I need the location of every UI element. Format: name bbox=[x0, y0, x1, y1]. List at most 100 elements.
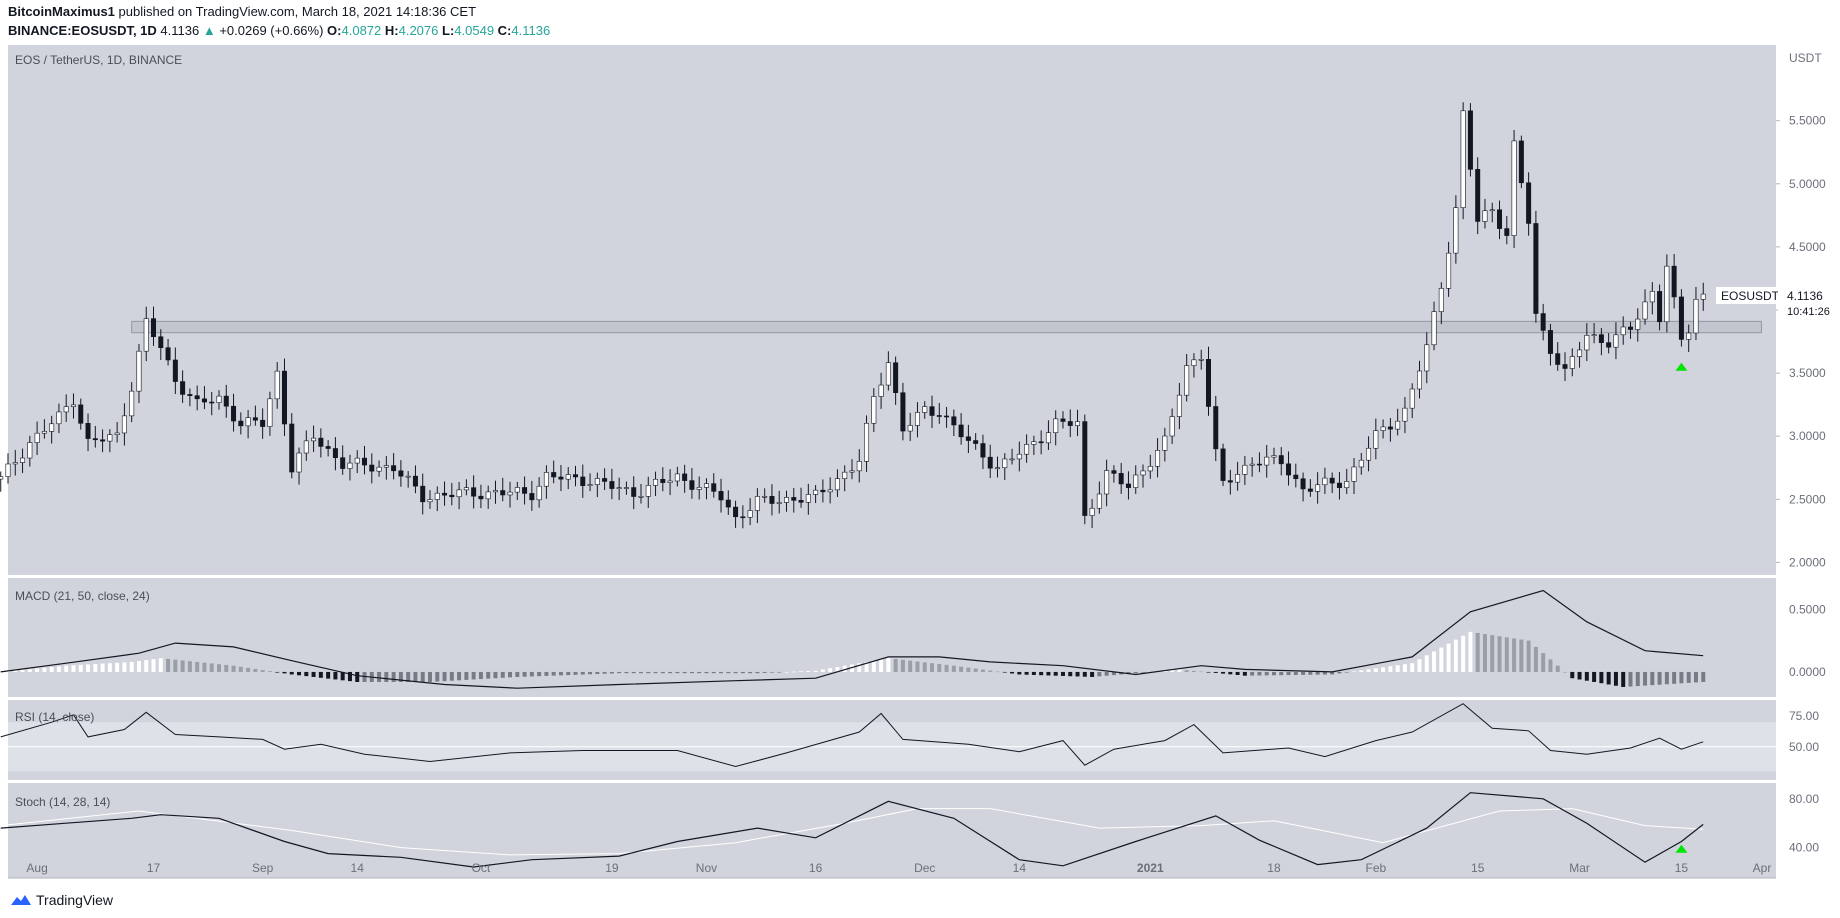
price-tick-label: 4.5000 bbox=[1789, 240, 1826, 254]
macd-histogram-bar bbox=[515, 671, 520, 677]
candle-body bbox=[420, 485, 426, 503]
rsi-tick-label: 50.00 bbox=[1789, 740, 1819, 754]
candle-body bbox=[1547, 330, 1553, 354]
last-price-badge[interactable]: EOSUSDT 4.1136 10:41:26 bbox=[1716, 287, 1838, 319]
candle-body bbox=[260, 419, 266, 427]
candle-body bbox=[856, 461, 862, 472]
stoch-pane[interactable] bbox=[8, 783, 1776, 878]
candle-body bbox=[1620, 326, 1626, 336]
low-label: L: bbox=[442, 23, 455, 38]
macd-histogram-bar bbox=[151, 659, 156, 672]
publish-line: BitcoinMaximus1 published on TradingView… bbox=[8, 2, 1828, 21]
close-label: C: bbox=[497, 23, 512, 38]
macd-histogram-bar bbox=[64, 665, 69, 672]
macd-histogram-bar bbox=[813, 670, 818, 672]
candle-body bbox=[434, 492, 440, 500]
candle-body bbox=[929, 406, 935, 416]
candle-body bbox=[813, 489, 819, 495]
macd-histogram-bar bbox=[1468, 631, 1473, 672]
macd-histogram-bar bbox=[580, 671, 585, 675]
candle-body bbox=[1540, 313, 1546, 331]
candle-body bbox=[1067, 421, 1073, 426]
macd-histogram-bar bbox=[1461, 635, 1466, 672]
macd-histogram-bar bbox=[27, 669, 32, 672]
macd-histogram-bar bbox=[1002, 671, 1007, 673]
macd-histogram-bar bbox=[1322, 671, 1327, 675]
macd-histogram-bar bbox=[1650, 671, 1655, 686]
price-tick-label: 5.5000 bbox=[1789, 114, 1826, 128]
candle-body bbox=[1395, 420, 1401, 430]
candle-body bbox=[1031, 441, 1037, 445]
macd-histogram-bar bbox=[238, 666, 243, 672]
macd-histogram-bar bbox=[187, 661, 192, 672]
candle-body bbox=[631, 487, 637, 497]
candle-body bbox=[660, 478, 666, 483]
candle-body bbox=[871, 396, 877, 424]
macd-histogram-bar bbox=[1621, 671, 1626, 687]
macd-histogram-bar bbox=[333, 671, 338, 680]
candle-body bbox=[1053, 418, 1059, 434]
candle-body bbox=[1380, 426, 1386, 431]
candle-body bbox=[1198, 358, 1204, 361]
symbol-line: BINANCE:EOSUSDT, 1D 4.1136 ▲ +0.0269 (+0… bbox=[8, 21, 1828, 40]
candle-body bbox=[1140, 470, 1146, 476]
candle-body bbox=[907, 425, 913, 432]
macd-histogram-bar bbox=[762, 671, 767, 673]
candle-body bbox=[1475, 169, 1481, 222]
macd-histogram-bar bbox=[1512, 638, 1517, 672]
macd-histogram-bar bbox=[1555, 665, 1560, 672]
candle-body bbox=[623, 487, 629, 489]
author-name[interactable]: BitcoinMaximus1 bbox=[8, 4, 115, 19]
candle-body bbox=[121, 415, 127, 434]
macd-histogram-bar bbox=[1504, 637, 1509, 672]
macd-histogram-bar bbox=[260, 670, 265, 672]
macd-histogram-bar bbox=[1242, 671, 1247, 676]
candle-body bbox=[1133, 474, 1139, 488]
macd-histogram-bar bbox=[915, 661, 920, 672]
macd-histogram-bar bbox=[937, 664, 942, 672]
candle-body bbox=[827, 489, 833, 493]
candle-body bbox=[70, 404, 76, 407]
macd-histogram-bar bbox=[1701, 671, 1706, 682]
tradingview-logo-icon[interactable] bbox=[10, 893, 32, 907]
candle-body bbox=[485, 491, 491, 500]
macd-histogram-bar bbox=[966, 667, 971, 672]
candle-body bbox=[507, 491, 513, 496]
price-badge-bg bbox=[1778, 287, 1838, 319]
macd-histogram-bar bbox=[1563, 671, 1568, 673]
candle-body bbox=[922, 406, 928, 413]
candle-body bbox=[1642, 301, 1648, 320]
macd-pane-title: MACD (21, 50, close, 24) bbox=[15, 589, 150, 603]
candle-body bbox=[332, 448, 338, 458]
macd-histogram-bar bbox=[1279, 671, 1284, 676]
macd-histogram-bar bbox=[1606, 671, 1611, 685]
candle-body bbox=[1635, 318, 1641, 330]
candle-body bbox=[1627, 326, 1633, 330]
macd-histogram-bar bbox=[1381, 667, 1386, 672]
candle-body bbox=[776, 502, 782, 504]
macd-histogram-bar bbox=[995, 671, 1000, 673]
candle-body bbox=[573, 474, 579, 478]
candle-body bbox=[231, 405, 237, 422]
resistance-zone[interactable] bbox=[131, 320, 1762, 334]
macd-histogram-bar bbox=[1482, 634, 1487, 672]
footer-brand[interactable]: TradingView bbox=[36, 892, 114, 908]
macd-histogram-bar bbox=[1082, 671, 1087, 677]
candle-body bbox=[1598, 334, 1604, 343]
candle-body bbox=[303, 440, 309, 454]
macd-histogram-bar bbox=[100, 663, 105, 672]
candle-body bbox=[1664, 265, 1670, 323]
candle-body bbox=[325, 446, 331, 449]
candle-body bbox=[1286, 463, 1292, 476]
candle-body bbox=[951, 416, 957, 426]
macd-histogram-bar bbox=[573, 671, 578, 675]
time-tick-label: 17 bbox=[147, 861, 161, 875]
candle-body bbox=[1227, 480, 1233, 483]
price-pane[interactable] bbox=[8, 45, 1776, 575]
macd-histogram-bar bbox=[1548, 659, 1553, 672]
macd-pane[interactable] bbox=[8, 578, 1776, 697]
candle-body bbox=[136, 350, 142, 392]
macd-histogram-bar bbox=[231, 665, 236, 672]
macd-histogram-bar bbox=[136, 660, 141, 672]
